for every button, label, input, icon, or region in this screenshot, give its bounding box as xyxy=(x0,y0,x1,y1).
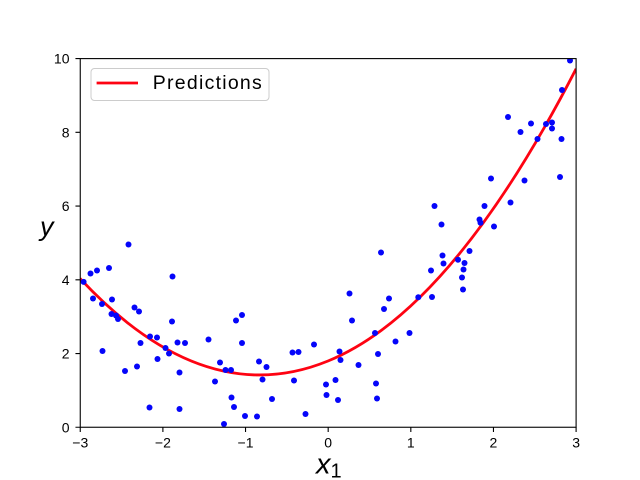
svg-text:0: 0 xyxy=(62,419,70,435)
svg-text:2: 2 xyxy=(62,346,70,362)
svg-text:0: 0 xyxy=(324,435,332,451)
svg-text:−1: −1 xyxy=(238,435,254,451)
svg-text:10: 10 xyxy=(54,51,70,67)
svg-text:3: 3 xyxy=(572,435,580,451)
svg-text:−2: −2 xyxy=(155,435,171,451)
svg-text:Predictions: Predictions xyxy=(153,72,263,94)
svg-text:2: 2 xyxy=(490,435,498,451)
svg-text:1: 1 xyxy=(407,435,415,451)
svg-text:8: 8 xyxy=(62,124,70,140)
svg-text:−3: −3 xyxy=(72,435,88,451)
svg-text:4: 4 xyxy=(62,272,70,288)
svg-text:6: 6 xyxy=(62,198,70,214)
svg-text:y: y xyxy=(38,212,55,242)
